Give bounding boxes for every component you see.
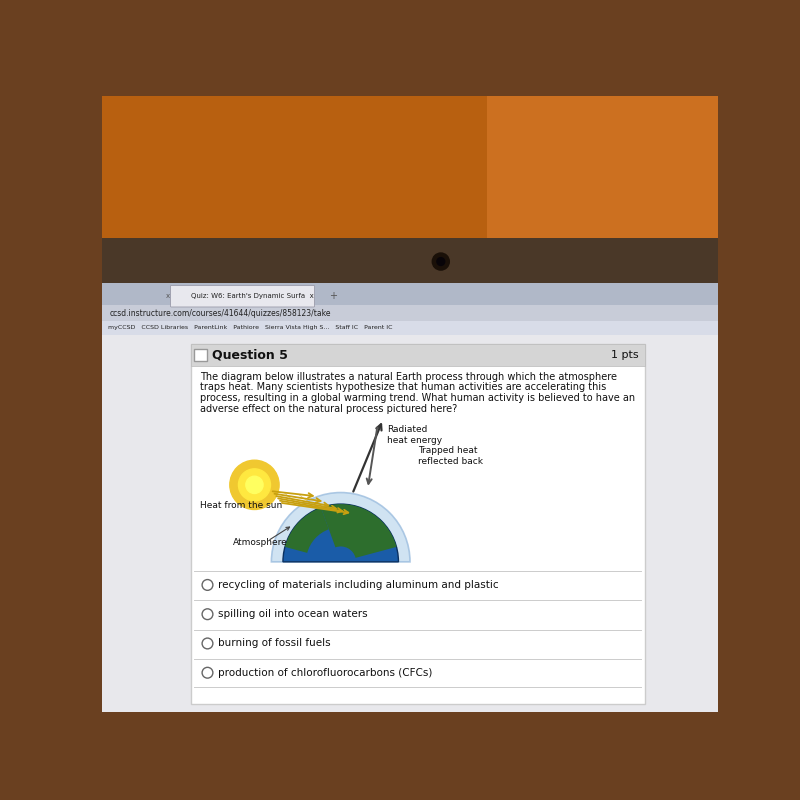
Bar xyxy=(102,96,718,250)
Text: 1 pts: 1 pts xyxy=(611,350,638,360)
Text: ccsd.instructure.com/courses/41644/quizzes/858123/take: ccsd.instructure.com/courses/41644/quizz… xyxy=(110,309,331,318)
Text: Atmosphere: Atmosphere xyxy=(233,538,288,547)
Circle shape xyxy=(436,257,446,266)
Circle shape xyxy=(230,460,279,510)
Bar xyxy=(102,283,718,306)
Text: Heat from the sun: Heat from the sun xyxy=(200,501,282,510)
FancyBboxPatch shape xyxy=(194,349,206,361)
Bar xyxy=(190,344,645,366)
Circle shape xyxy=(246,476,263,494)
Text: adverse effect on the natural process pictured here?: adverse effect on the natural process pi… xyxy=(200,404,457,414)
Text: Question 5: Question 5 xyxy=(212,348,288,362)
Text: The diagram below illustrates a natural Earth process through which the atmosphe: The diagram below illustrates a natural … xyxy=(200,372,617,382)
Wedge shape xyxy=(271,493,410,562)
Wedge shape xyxy=(285,507,329,553)
Bar xyxy=(102,321,718,334)
Text: Trapped heat
reflected back: Trapped heat reflected back xyxy=(418,446,482,466)
Bar xyxy=(102,306,718,321)
Wedge shape xyxy=(283,504,398,562)
Circle shape xyxy=(431,252,450,270)
Bar xyxy=(102,238,718,285)
Circle shape xyxy=(238,469,270,501)
Text: traps heat. Many scientists hypothesize that human activities are accelerating t: traps heat. Many scientists hypothesize … xyxy=(200,382,606,393)
Text: Quiz: W6: Earth's Dynamic Surfa  x: Quiz: W6: Earth's Dynamic Surfa x xyxy=(190,293,314,299)
Text: burning of fossil fuels: burning of fossil fuels xyxy=(218,638,331,649)
Text: process, resulting in a global warming trend. What human activity is believed to: process, resulting in a global warming t… xyxy=(200,394,635,403)
Text: myCCSD   CCSD Libraries   ParentLink   Pathiore   Sierra Vista High S...   Staff: myCCSD CCSD Libraries ParentLink Pathior… xyxy=(108,326,393,330)
Wedge shape xyxy=(321,504,397,558)
Text: +: + xyxy=(329,291,337,301)
Text: recycling of materials including aluminum and plastic: recycling of materials including aluminu… xyxy=(218,580,499,590)
Text: Radiated
heat energy: Radiated heat energy xyxy=(387,425,442,445)
Text: production of chlorofluorocarbons (CFCs): production of chlorofluorocarbons (CFCs) xyxy=(218,668,433,678)
Bar xyxy=(102,334,718,712)
Text: spilling oil into ocean waters: spilling oil into ocean waters xyxy=(218,610,368,619)
FancyBboxPatch shape xyxy=(170,286,314,307)
Polygon shape xyxy=(487,96,718,250)
FancyBboxPatch shape xyxy=(190,344,645,704)
Text: x: x xyxy=(166,293,170,299)
